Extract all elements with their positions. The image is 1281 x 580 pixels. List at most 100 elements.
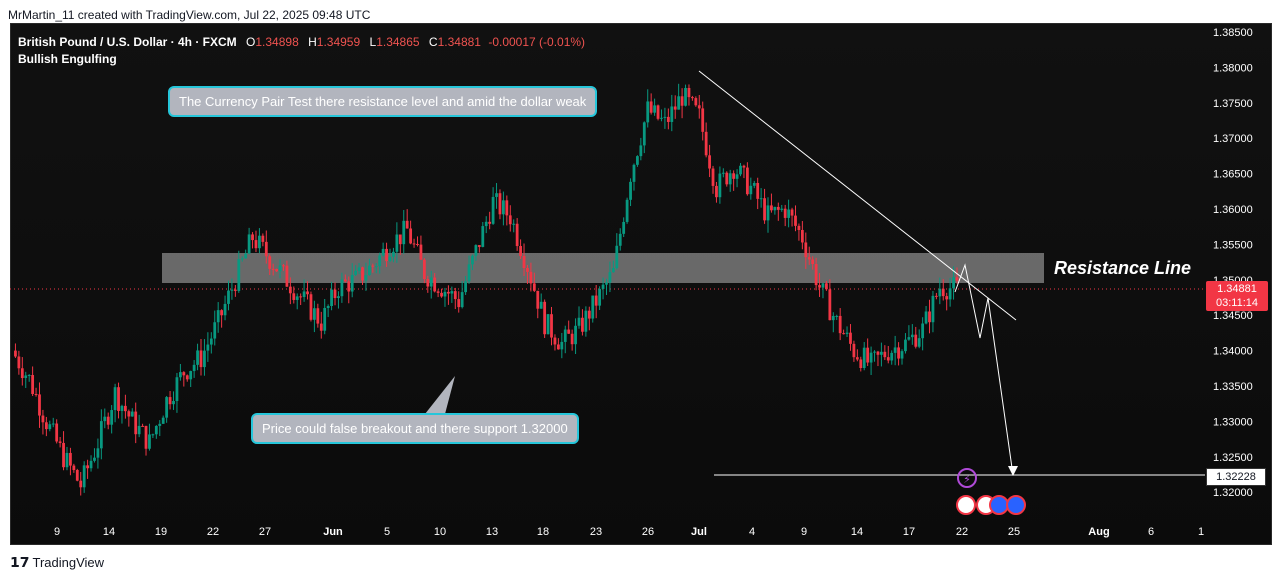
close-label: C bbox=[428, 35, 438, 49]
candle bbox=[120, 404, 124, 424]
candle bbox=[412, 238, 416, 248]
candle bbox=[618, 228, 622, 251]
candle bbox=[907, 325, 911, 341]
y-tick-label: 1.38500 bbox=[1213, 27, 1253, 39]
candle bbox=[639, 137, 643, 161]
candle bbox=[161, 415, 165, 424]
candle bbox=[711, 165, 715, 194]
candle bbox=[941, 279, 945, 301]
candle bbox=[934, 292, 938, 300]
candle bbox=[952, 266, 955, 300]
candle bbox=[742, 164, 746, 179]
candle bbox=[378, 252, 382, 274]
candle bbox=[144, 425, 148, 456]
candle bbox=[594, 284, 598, 319]
candle bbox=[230, 278, 234, 300]
note-top[interactable]: The Currency Pair Test there resistance … bbox=[168, 86, 598, 117]
uk-flag-icon bbox=[989, 495, 1009, 515]
low-value: 1.34865 bbox=[376, 35, 420, 49]
candle bbox=[443, 287, 447, 307]
candle bbox=[598, 286, 602, 311]
candle bbox=[632, 163, 636, 191]
candle bbox=[715, 181, 718, 203]
candle bbox=[859, 356, 863, 372]
candle bbox=[402, 209, 406, 254]
candle bbox=[65, 446, 69, 471]
candle bbox=[82, 461, 86, 493]
lightning-event-icon bbox=[957, 468, 977, 488]
indicator-label[interactable]: Bullish Engulfing bbox=[18, 52, 117, 66]
candle bbox=[350, 263, 354, 298]
candle bbox=[268, 254, 272, 276]
tradingview-logo-text: TradingView bbox=[32, 555, 105, 570]
candle bbox=[800, 221, 804, 250]
symbol-title: British Pound / U.S. Dollar · 4h · FXCM bbox=[18, 35, 237, 49]
candle bbox=[656, 104, 660, 121]
candle bbox=[72, 463, 76, 473]
candle bbox=[691, 95, 694, 101]
candle bbox=[151, 433, 155, 439]
candle bbox=[258, 228, 261, 254]
candle bbox=[20, 357, 24, 386]
candle bbox=[264, 230, 268, 264]
candle bbox=[244, 249, 248, 259]
candle bbox=[398, 234, 402, 255]
candle bbox=[745, 162, 749, 196]
candle bbox=[484, 216, 488, 234]
uk-flag-icon-2 bbox=[1006, 495, 1026, 515]
y-tick-label: 1.36500 bbox=[1213, 169, 1253, 181]
candle bbox=[749, 177, 753, 200]
candle bbox=[831, 312, 835, 333]
candle bbox=[367, 258, 371, 276]
candle bbox=[883, 345, 887, 360]
candle bbox=[797, 223, 801, 241]
candle bbox=[574, 318, 577, 355]
candle bbox=[694, 96, 698, 107]
candle bbox=[563, 325, 567, 354]
candle bbox=[326, 304, 330, 318]
candle bbox=[96, 438, 100, 469]
candle bbox=[673, 95, 677, 119]
candle bbox=[759, 188, 763, 208]
candle bbox=[512, 219, 516, 233]
candle bbox=[776, 202, 780, 221]
tradingview-logo[interactable]: 𝟭𝟳 TradingView bbox=[10, 554, 104, 571]
resistance-line-label[interactable]: Resistance Line bbox=[1054, 258, 1192, 278]
candle bbox=[203, 339, 206, 376]
candle bbox=[261, 233, 265, 247]
candle bbox=[804, 232, 808, 269]
candle bbox=[130, 408, 134, 417]
candle bbox=[460, 281, 464, 309]
candle bbox=[333, 282, 337, 306]
candle bbox=[185, 374, 189, 382]
projection-arrowhead bbox=[1008, 466, 1018, 476]
time-axis[interactable]: 9 14 19 22 27 Jun 5 10 13 18 23 26 Jul 4 9 14 17 22 25 Aug 6… bbox=[54, 526, 1204, 538]
candle bbox=[302, 279, 306, 302]
note-bottom[interactable]: Price could false breakout and there sup… bbox=[251, 413, 579, 444]
symbol-header: British Pound / U.S. Dollar · 4h · FXCM … bbox=[18, 35, 585, 49]
candle bbox=[807, 246, 811, 265]
high-label: H bbox=[308, 35, 317, 49]
candle bbox=[491, 187, 495, 225]
candle bbox=[196, 343, 199, 371]
candle bbox=[948, 277, 952, 307]
high-value: 1.34959 bbox=[316, 35, 361, 49]
candle bbox=[794, 205, 797, 232]
x-tick-label: 6 bbox=[1148, 526, 1154, 538]
change-value: -0.00017 (-0.01%) bbox=[488, 35, 586, 49]
candle bbox=[55, 419, 59, 444]
price-axis[interactable]: 1.38500 1.38000 1.37500 1.37000 1.36500 1.360… bbox=[1213, 27, 1253, 499]
candle bbox=[519, 239, 522, 260]
candle bbox=[615, 233, 619, 270]
candle bbox=[917, 329, 921, 349]
candle bbox=[189, 370, 193, 387]
candle bbox=[663, 107, 667, 129]
candle bbox=[904, 333, 907, 354]
candle bbox=[862, 342, 866, 371]
candle bbox=[168, 390, 172, 410]
low-label: L bbox=[369, 35, 377, 49]
candle bbox=[622, 217, 626, 238]
candle bbox=[732, 170, 736, 191]
candle bbox=[505, 195, 509, 226]
candle bbox=[498, 189, 502, 220]
